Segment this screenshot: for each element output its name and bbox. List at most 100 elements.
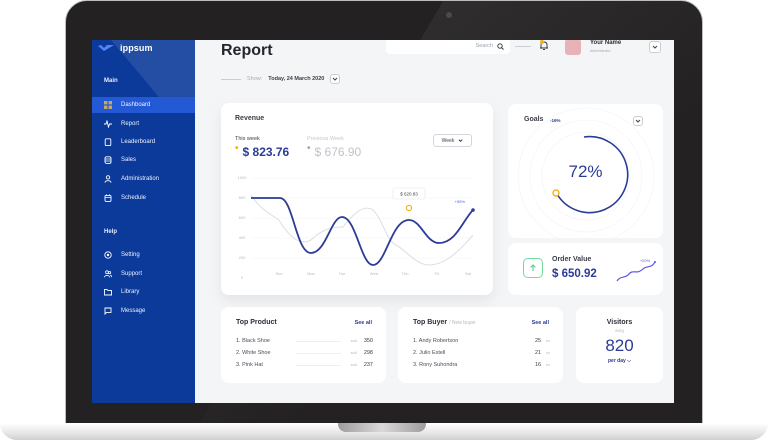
- users-icon: [104, 270, 112, 278]
- arrow-up-icon: [523, 258, 543, 278]
- this-week-line: [251, 197, 474, 266]
- user-icon: [104, 175, 112, 183]
- brand-name: ippsum: [120, 43, 153, 53]
- user-role: Administrator: [590, 49, 611, 53]
- y-axis: 1000 800 600 400 200 0: [238, 175, 248, 280]
- top-buyer-see-all-link[interactable]: See all: [531, 320, 549, 326]
- tooltip-point: [405, 204, 413, 212]
- visitors-title: Visitors: [606, 319, 633, 326]
- sidebar-item-sales[interactable]: Sales: [92, 152, 195, 168]
- revenue-title: Revenue: [235, 115, 265, 122]
- folder-icon: [104, 288, 112, 296]
- sidebar: ippsum Main Dashboard Report Leaderboard…: [92, 40, 195, 403]
- svg-text:$ 620.83: $ 620.83: [400, 192, 418, 197]
- calendar-icon: [104, 194, 112, 202]
- top-product-title: Top Product: [236, 319, 277, 326]
- sidebar-item-label: Leaderboard: [121, 139, 156, 145]
- gear-icon: [104, 251, 112, 259]
- database-icon: [104, 156, 112, 164]
- period-select[interactable]: Week: [433, 134, 472, 147]
- sidebar-item-support[interactable]: Support: [92, 266, 195, 282]
- goals-title: Goals: [524, 116, 544, 123]
- previous-week-label: Previous Week: [307, 136, 344, 142]
- this-week-value: • $ 823.76: [235, 143, 290, 160]
- sidebar-item-label: Message: [121, 308, 146, 314]
- search-icon: [497, 42, 504, 50]
- top-product-see-all-link[interactable]: See all: [354, 320, 372, 326]
- top-buyer-title: Top Buyer / New buyer: [413, 319, 476, 326]
- svg-text:Tue: Tue: [339, 271, 347, 276]
- visitors-period-select[interactable]: per day ⌵: [608, 358, 631, 364]
- avatar[interactable]: [565, 40, 581, 55]
- revenue-line-chart: 1000 800 600 400 200 0: [238, 175, 475, 280]
- sidebar-item-label: Report: [121, 121, 140, 127]
- grid-lines: [251, 177, 473, 259]
- user-menu-button[interactable]: [649, 41, 661, 53]
- grid-icon: [104, 101, 112, 109]
- message-icon: [104, 307, 112, 315]
- sidebar-item-label: Support: [121, 271, 143, 277]
- search-placeholder: Search: [475, 43, 493, 49]
- list-item[interactable]: 1. Black Shoe sold 350: [236, 338, 373, 344]
- section-label-main: Main: [104, 78, 118, 84]
- list-item[interactable]: 3. Rony Suhondra 16 trx: [413, 362, 550, 368]
- list-item[interactable]: 2. White Shoe sold 298: [236, 350, 373, 356]
- svg-text:Sun: Sun: [275, 271, 282, 276]
- list-item[interactable]: 2. Julio Estell 21 trx: [413, 350, 550, 356]
- search-input[interactable]: Search: [386, 40, 510, 54]
- sidebar-item-label: Setting: [121, 252, 140, 258]
- date-filter: Show: Today, 24 March 2020: [221, 74, 341, 84]
- svg-text:Thu: Thu: [402, 271, 409, 276]
- visitors-value: 820: [605, 336, 634, 355]
- sidebar-item-library[interactable]: Library: [92, 284, 195, 300]
- date-dropdown-button[interactable]: [330, 74, 341, 84]
- goals-card: Goals -16% 72%: [508, 104, 663, 238]
- sidebar-item-label: Sales: [121, 157, 137, 163]
- tooltip: $ 620.83: [392, 187, 426, 200]
- order-value-card: Order Value $ 650.92 +20%: [508, 243, 663, 295]
- sidebar-item-label: Library: [121, 289, 140, 295]
- this-week-label: This week: [235, 136, 260, 142]
- sidebar-item-label: Administration: [121, 176, 160, 182]
- svg-text:Fri: Fri: [435, 271, 440, 276]
- svg-text:Wed: Wed: [370, 271, 378, 276]
- svg-text:200: 200: [239, 255, 246, 260]
- sidebar-item-dashboard[interactable]: Dashboard: [92, 97, 195, 113]
- sidebar-item-leaderboard[interactable]: Leaderboard: [92, 134, 195, 150]
- main-content: Report Show: Today, 24 March 2020 Search…: [195, 40, 674, 403]
- visitors-subtitle: avrg: [615, 328, 624, 333]
- end-point: [471, 208, 475, 212]
- brand[interactable]: ippsum: [98, 43, 153, 53]
- goals-dropdown-button[interactable]: [633, 116, 643, 126]
- dashboard-screen: ippsum Main Dashboard Report Leaderboard…: [92, 40, 674, 403]
- sidebar-item-schedule[interactable]: Schedule: [92, 190, 195, 206]
- revenue-card: Revenue This week Previous Week • $ 823.7…: [221, 103, 493, 295]
- section-label-help: Help: [104, 229, 118, 235]
- svg-text:400: 400: [239, 235, 246, 240]
- previous-week-value: • $ 676.90: [307, 143, 362, 160]
- sidebar-item-report[interactable]: Report: [92, 116, 195, 132]
- chevron-down-icon: [635, 119, 641, 123]
- clipboard-icon: [104, 138, 112, 146]
- order-value-amount: $ 650.92: [552, 268, 597, 280]
- sidebar-item-setting[interactable]: Setting: [92, 247, 195, 263]
- svg-text:Sat: Sat: [465, 271, 472, 276]
- order-value-title: Order Value: [552, 256, 592, 263]
- svg-text:0: 0: [241, 275, 244, 280]
- goals-value: 72%: [568, 162, 603, 181]
- sidebar-item-message[interactable]: Message: [92, 303, 195, 319]
- top-product-card: Top Product See all 1. Black Shoe sold 350…: [221, 307, 386, 383]
- svg-text:600: 600: [239, 215, 246, 220]
- sidebar-item-label: Schedule: [121, 195, 147, 201]
- notification-dot: [540, 40, 544, 44]
- list-item[interactable]: 1. Andy Robertson 25 trx: [413, 338, 550, 344]
- svg-text:1000: 1000: [238, 175, 248, 180]
- list-item[interactable]: 3. Pink Hat sold 237: [236, 362, 373, 368]
- pulse-icon: [104, 120, 112, 128]
- show-label: Show:: [247, 76, 263, 82]
- visitors-card: Visitors avrg 820 per day ⌵: [576, 307, 663, 383]
- goals-ring-chart: [517, 107, 655, 238]
- laptop-notch: [338, 423, 426, 432]
- sidebar-item-administration[interactable]: Administration: [92, 171, 195, 187]
